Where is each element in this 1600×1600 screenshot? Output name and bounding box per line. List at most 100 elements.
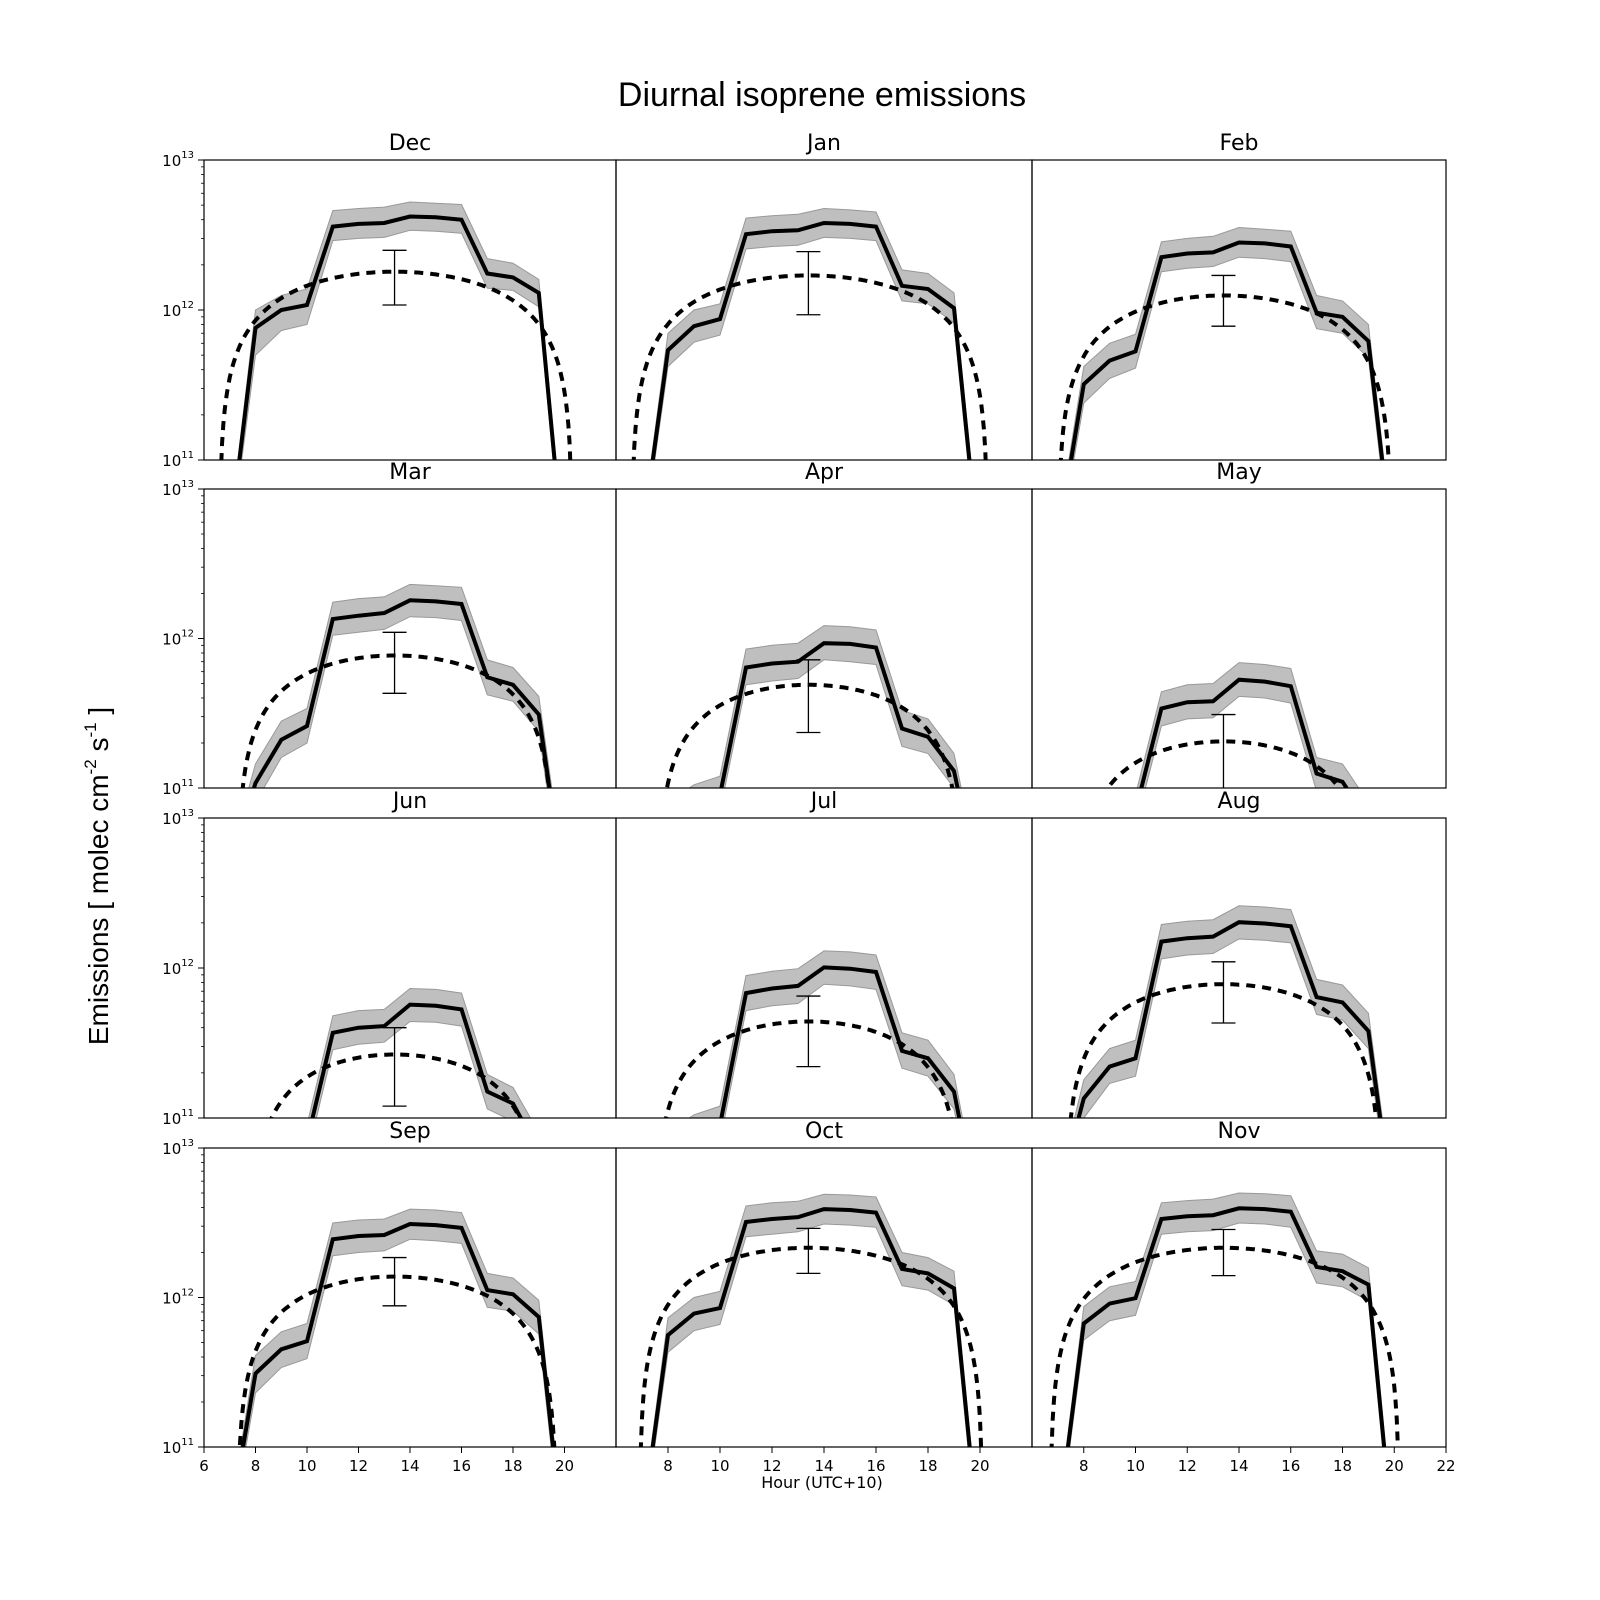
error-bar bbox=[796, 659, 821, 734]
x-tick-label: 20 bbox=[970, 1457, 989, 1475]
model-line bbox=[237, 214, 557, 460]
model-line bbox=[1065, 1206, 1387, 1447]
panel-frame bbox=[615, 1147, 1033, 1448]
uncertainty-band bbox=[650, 207, 972, 460]
y-axis-label-part: s bbox=[83, 738, 114, 760]
error-bar bbox=[382, 631, 407, 694]
panel-jul: Jul bbox=[615, 789, 1033, 1119]
y-tick-label: 1013 bbox=[162, 479, 194, 499]
plot-area bbox=[638, 1193, 984, 1447]
x-tick-label: 10 bbox=[710, 1457, 729, 1475]
panel-title: Dec bbox=[389, 131, 432, 156]
y-axis-label-part: ] bbox=[83, 707, 114, 723]
x-tick-label: 8 bbox=[251, 1457, 261, 1475]
x-tick-label: 20 bbox=[555, 1457, 574, 1475]
plot-area bbox=[1049, 1192, 1400, 1447]
panel-title: Feb bbox=[1220, 131, 1259, 156]
x-tick-label: 20 bbox=[1385, 1457, 1404, 1475]
panel-oct: Oct 8 10 12 14 16 18 20 bbox=[615, 1119, 1033, 1475]
y-tick-label: 1011 bbox=[162, 450, 194, 470]
panel-title: Jun bbox=[391, 789, 427, 814]
model-line bbox=[251, 598, 552, 788]
error-bar bbox=[1211, 1228, 1236, 1277]
y-tick-label: 1012 bbox=[162, 958, 194, 978]
error-bar bbox=[382, 1027, 407, 1107]
panel-jun: Jun 1011 1012 1013 bbox=[162, 789, 617, 1128]
panel-may: May bbox=[1031, 460, 1447, 789]
plot-area bbox=[237, 1208, 557, 1447]
uncertainty-band bbox=[237, 201, 557, 460]
model-line bbox=[650, 1207, 972, 1447]
y-tick-label: 1013 bbox=[162, 808, 194, 828]
chart-title: Diurnal isoprene emissions bbox=[618, 76, 1026, 114]
panel-frame bbox=[615, 159, 1033, 461]
panel-jan: Jan bbox=[615, 131, 1033, 461]
x-tick-label: 16 bbox=[866, 1457, 885, 1475]
panel-apr: Apr bbox=[615, 460, 1033, 789]
model-line bbox=[241, 1221, 556, 1447]
plot-area bbox=[631, 207, 988, 460]
model-line bbox=[650, 220, 972, 460]
x-tick-label: 12 bbox=[762, 1457, 781, 1475]
y-tick-label: 1012 bbox=[162, 1288, 194, 1308]
error-bar bbox=[1211, 274, 1236, 327]
panel-frame bbox=[203, 817, 617, 1119]
plot-area bbox=[664, 950, 963, 1118]
panel-feb: Feb bbox=[1031, 131, 1447, 461]
panel-frame bbox=[1031, 817, 1447, 1119]
y-axis-label-exponent: -2 bbox=[81, 759, 100, 774]
x-tick-label: 18 bbox=[918, 1457, 937, 1475]
x-tick-label: 6 bbox=[199, 1457, 209, 1475]
model-line bbox=[1139, 677, 1349, 788]
observed-curve bbox=[631, 273, 988, 460]
plot-area bbox=[219, 201, 573, 460]
plot-area bbox=[269, 987, 532, 1118]
observed-curve bbox=[219, 269, 573, 460]
y-tick-label: 1012 bbox=[162, 629, 194, 649]
panel-title: Sep bbox=[389, 1119, 430, 1144]
plot-area bbox=[1058, 226, 1391, 460]
x-tick-label: 12 bbox=[349, 1457, 368, 1475]
panel-title: Aug bbox=[1218, 789, 1261, 814]
plot-area bbox=[1068, 905, 1383, 1118]
error-bar bbox=[382, 1256, 407, 1307]
panel-title: Nov bbox=[1218, 1119, 1261, 1144]
panel-title: Oct bbox=[805, 1119, 843, 1144]
observed-curve bbox=[240, 653, 551, 788]
uncertainty-band bbox=[1068, 226, 1385, 460]
x-axis-label: Hour (UTC+10) bbox=[761, 1473, 883, 1492]
y-axis-label-part: Emissions [ molec cm bbox=[83, 774, 114, 1045]
x-tick-label: 12 bbox=[1178, 1457, 1197, 1475]
model-line bbox=[1069, 240, 1385, 460]
uncertainty-band bbox=[1065, 1192, 1387, 1447]
x-tick-label: 22 bbox=[1436, 1457, 1455, 1475]
x-tick-label: 18 bbox=[503, 1457, 522, 1475]
x-tick-label: 16 bbox=[1281, 1457, 1300, 1475]
panel-frame bbox=[1031, 488, 1447, 789]
model-line bbox=[719, 965, 962, 1118]
y-tick-label: 1013 bbox=[162, 1138, 194, 1158]
panel-title: Mar bbox=[389, 460, 431, 485]
panel-frame bbox=[203, 488, 617, 789]
x-tick-label: 18 bbox=[1333, 1457, 1352, 1475]
y-axis-label: Emissions [ molec cm-2 s-1 ] bbox=[81, 707, 114, 1045]
x-tick-label: 8 bbox=[1079, 1457, 1089, 1475]
observed-curve bbox=[1049, 1245, 1400, 1447]
x-tick-label: 10 bbox=[1126, 1457, 1145, 1475]
observed-curve bbox=[1105, 739, 1342, 788]
observed-curve bbox=[638, 1245, 984, 1447]
y-axis-label-exponent: -1 bbox=[81, 722, 100, 737]
panel-nov: Nov 8 10 12 14 16 18 20 22 bbox=[1031, 1119, 1456, 1475]
error-bar bbox=[382, 249, 407, 306]
x-tick-label: 14 bbox=[1229, 1457, 1248, 1475]
y-tick-label: 1011 bbox=[162, 1108, 194, 1128]
observed-curve bbox=[1058, 293, 1391, 460]
model-line bbox=[1076, 920, 1383, 1118]
observed-curve bbox=[664, 682, 955, 788]
panel-aug: Aug bbox=[1031, 789, 1447, 1119]
panel-title: Apr bbox=[805, 460, 844, 485]
plot-area bbox=[1105, 662, 1360, 788]
